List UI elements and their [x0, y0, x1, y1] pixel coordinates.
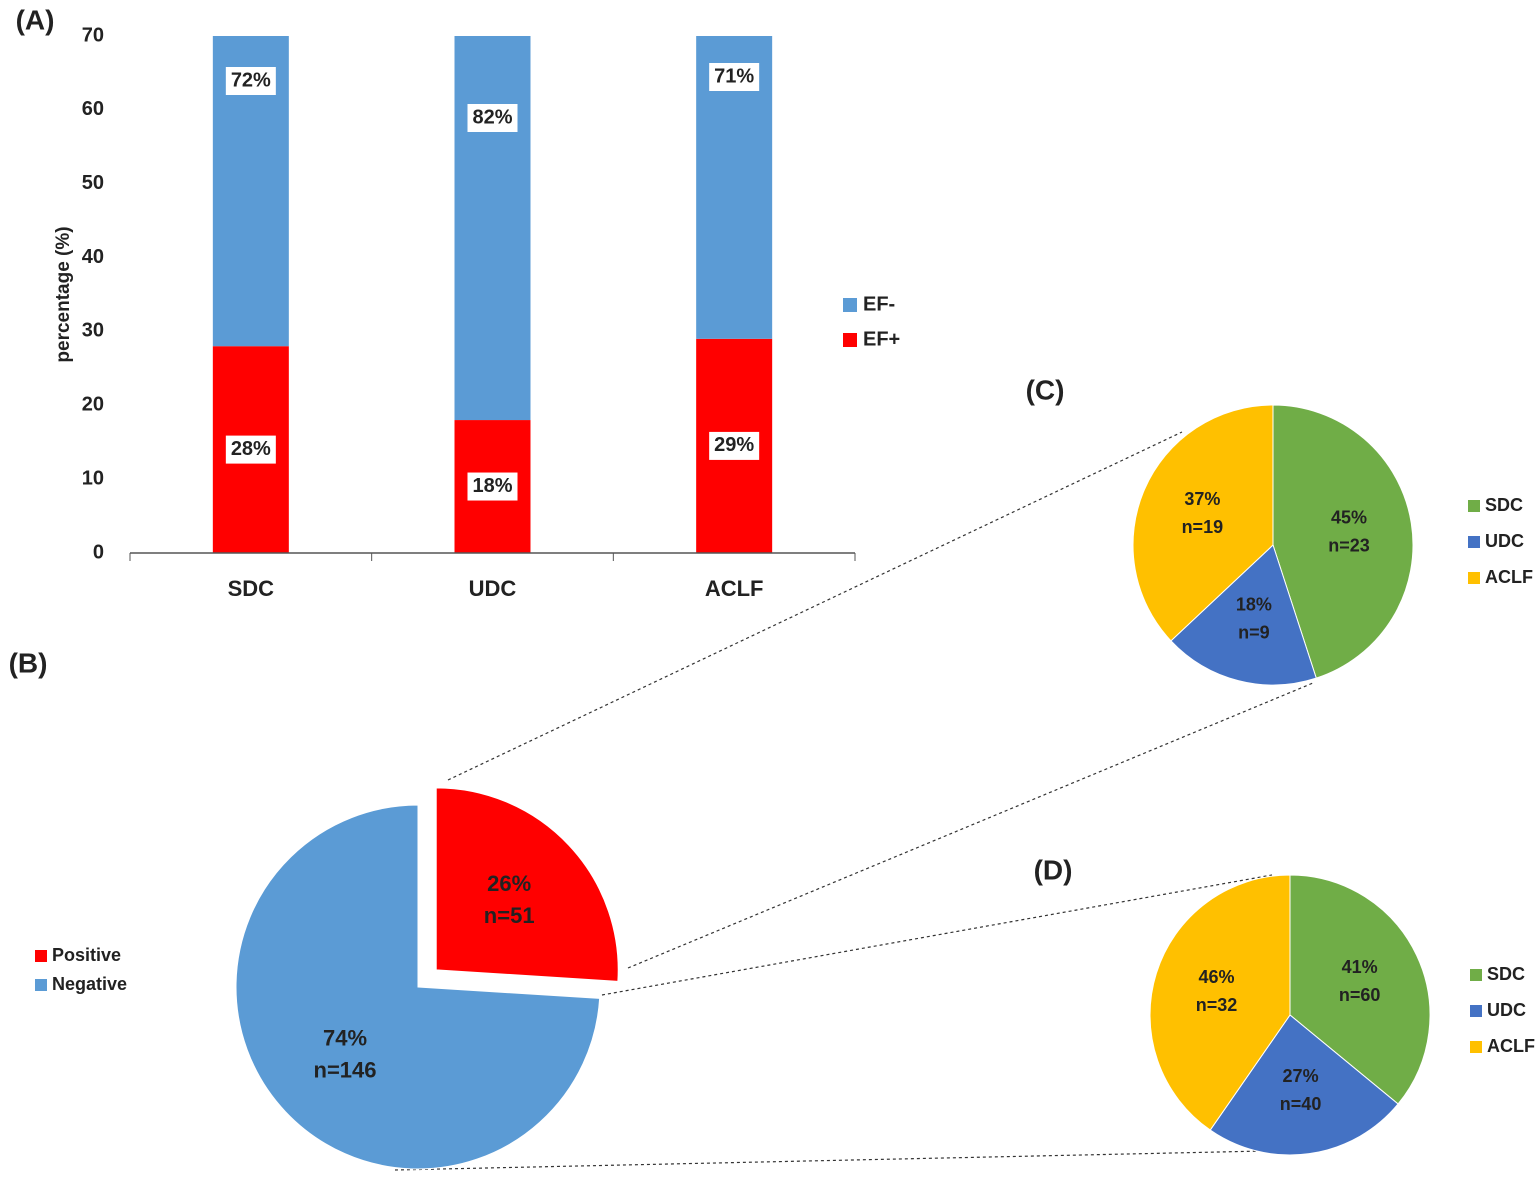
data-label: 37% — [1184, 489, 1220, 509]
legend-swatch — [1470, 1041, 1482, 1053]
x-tick-label: ACLF — [705, 576, 764, 601]
legend-swatch — [35, 950, 47, 962]
bar-segment — [696, 36, 773, 339]
y-tick-label: 50 — [82, 172, 104, 194]
legend-swatch — [843, 298, 857, 312]
data-label: 72% — [231, 69, 271, 91]
data-label-box — [225, 67, 276, 95]
panel-label: (B) — [9, 647, 48, 678]
data-label: 46% — [1198, 967, 1234, 987]
pie-slice — [235, 804, 601, 1170]
pie-slice — [435, 787, 619, 982]
pie-slice — [1272, 404, 1414, 679]
legend-label: EF+ — [863, 328, 900, 350]
y-tick-label: 70 — [82, 24, 104, 46]
y-tick-label: 30 — [82, 320, 104, 342]
data-label-box — [467, 472, 518, 501]
y-axis-label: percentage (%) — [53, 226, 74, 362]
count-label: n=23 — [1328, 536, 1370, 556]
pie-slice — [1289, 874, 1431, 1105]
legend-swatch — [1470, 969, 1482, 981]
panel-label: (C) — [1026, 374, 1065, 405]
legend-swatch — [35, 979, 47, 991]
count-label: n=40 — [1280, 1094, 1322, 1114]
legend-swatch — [843, 333, 857, 347]
legend-label: Negative — [52, 974, 127, 994]
count-label: n=51 — [484, 903, 535, 928]
legend-label: ACLF — [1485, 567, 1533, 587]
data-label: 27% — [1283, 1066, 1319, 1086]
x-tick-label: UDC — [469, 576, 517, 601]
panel-label: (A) — [16, 4, 55, 35]
data-label: 18% — [1236, 594, 1272, 614]
plot-area — [212, 36, 773, 553]
count-label: n=9 — [1238, 622, 1270, 642]
legend-label: UDC — [1487, 1000, 1526, 1020]
x-tick-label: SDC — [228, 576, 275, 601]
legend-swatch — [1468, 500, 1480, 512]
legend-swatch — [1468, 536, 1480, 548]
connector — [447, 431, 1183, 781]
data-label-box — [225, 435, 276, 464]
y-tick-label: 0 — [93, 541, 104, 563]
pie-slice — [1132, 404, 1274, 642]
data-label: 74% — [323, 1025, 367, 1050]
pie-slice — [1209, 1014, 1399, 1156]
legend-label: ACLF — [1487, 1036, 1535, 1056]
y-tick-label: 40 — [82, 246, 104, 268]
y-tick-label: 60 — [82, 98, 104, 120]
y-tick-label: 10 — [82, 467, 104, 489]
data-label: 18% — [472, 475, 512, 497]
connector — [627, 682, 1314, 969]
bar-segment — [212, 36, 289, 347]
pie-slice — [1170, 544, 1317, 686]
data-label: 82% — [472, 106, 512, 128]
data-label-box — [467, 104, 518, 132]
legend-swatch — [1468, 572, 1480, 584]
data-label: 41% — [1342, 957, 1378, 977]
legend-label: SDC — [1485, 495, 1523, 515]
connector — [394, 1149, 1311, 1171]
count-label: n=60 — [1339, 985, 1381, 1005]
legend-label: EF- — [863, 293, 895, 315]
count-label: n=32 — [1196, 995, 1238, 1015]
data-label: 71% — [714, 65, 754, 87]
pie-slice — [1149, 874, 1291, 1131]
data-label-box — [709, 431, 760, 460]
data-label: 26% — [487, 871, 531, 896]
legend-label: UDC — [1485, 531, 1524, 551]
y-tick-label: 20 — [82, 394, 104, 416]
data-label: 29% — [714, 434, 754, 456]
count-label: n=19 — [1182, 517, 1224, 537]
count-label: n=146 — [314, 1057, 377, 1082]
data-label: 45% — [1331, 508, 1367, 528]
data-label: 28% — [231, 438, 271, 460]
panel-label: (D) — [1034, 854, 1073, 885]
legend-swatch — [1470, 1005, 1482, 1017]
data-label-box — [709, 63, 760, 91]
legend-label: Positive — [52, 945, 121, 965]
bar-segment — [454, 36, 531, 421]
legend-label: SDC — [1487, 964, 1525, 984]
